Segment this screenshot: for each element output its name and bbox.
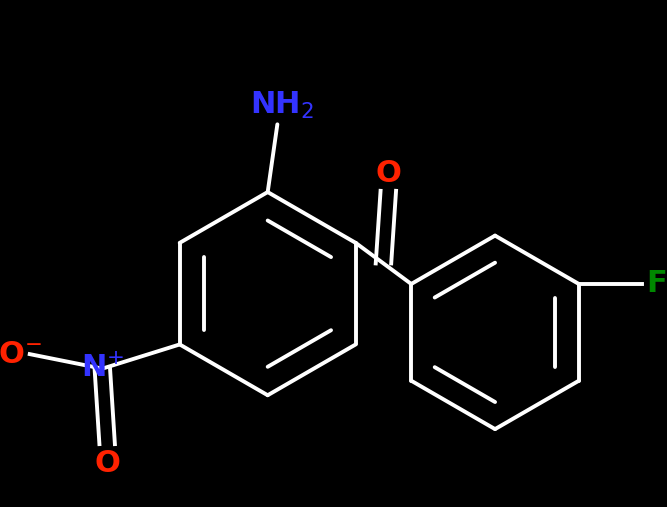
Text: O$^{-}$: O$^{-}$ xyxy=(0,340,42,369)
Text: F: F xyxy=(646,270,666,299)
Text: O: O xyxy=(376,159,402,188)
Text: N$^{+}$: N$^{+}$ xyxy=(81,354,124,383)
Text: NH$_2$: NH$_2$ xyxy=(250,89,314,121)
Text: O: O xyxy=(94,449,120,478)
